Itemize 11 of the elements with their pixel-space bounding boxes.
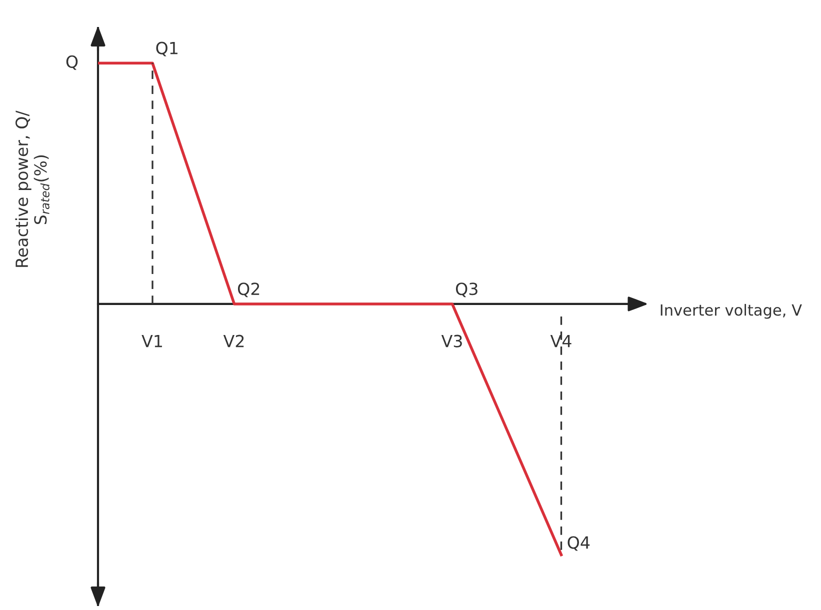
- annotation: Q1: [156, 42, 178, 56]
- x-tick-label: V2: [223, 334, 244, 348]
- annotation: Q2: [238, 282, 260, 298]
- annotation: Q4: [568, 536, 590, 551]
- annotation: Q3: [456, 282, 478, 298]
- x-tick-label: V1: [142, 335, 162, 348]
- x-tick-label: V4: [550, 335, 572, 348]
- text: Q: [66, 55, 78, 70]
- y-axis-title: Reactive power, Q/ S$_{rated}$(%): [15, 110, 50, 267]
- x-tick-label: V3: [441, 334, 462, 348]
- x-axis-title: Inverter voltage, V: [660, 304, 802, 319]
